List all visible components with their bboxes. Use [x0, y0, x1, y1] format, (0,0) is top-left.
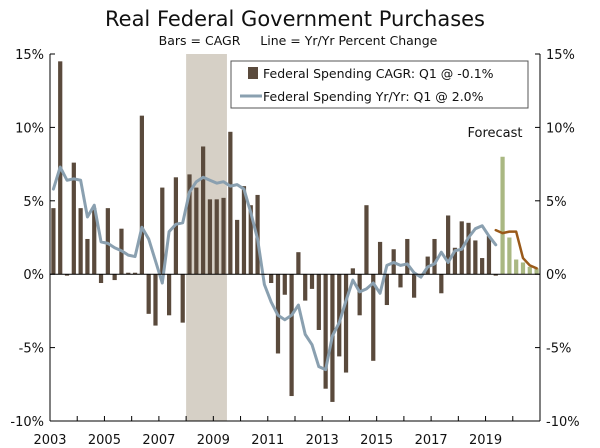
recession-band [186, 54, 227, 421]
bar [350, 268, 355, 275]
bar [527, 266, 532, 275]
bar [323, 274, 328, 389]
bar [241, 186, 247, 275]
bar [126, 272, 131, 275]
x-tick-label: 2005 [88, 433, 121, 448]
bar [486, 236, 492, 275]
bar [153, 274, 158, 326]
x-tick-label: 2007 [142, 433, 175, 448]
bar [316, 274, 321, 330]
bar [248, 205, 253, 275]
bar [269, 274, 274, 284]
bar [51, 208, 56, 275]
y-tick-label-right: -10% [546, 415, 580, 430]
bar [201, 146, 206, 275]
bar [282, 274, 287, 295]
bar [446, 215, 451, 275]
y-tick-label-left: 15% [15, 48, 44, 63]
legend-line-label: Federal Spending Yr/Yr: Q1 @ 2.0% [263, 89, 484, 104]
y-tick-label-left: 10% [15, 121, 44, 136]
bar [160, 187, 165, 275]
bar [71, 162, 76, 275]
bar [235, 219, 240, 275]
bar [357, 274, 362, 316]
bar [64, 274, 70, 276]
bar [371, 274, 376, 361]
forecast-line [494, 228, 538, 270]
bar [289, 274, 294, 397]
bar [520, 262, 526, 275]
x-tick-label: 2003 [33, 433, 66, 448]
bar [92, 208, 97, 275]
y-tick-label-left: -5% [19, 342, 44, 357]
bar [452, 247, 458, 275]
bar [343, 274, 349, 373]
bar [105, 208, 110, 275]
bar [296, 252, 301, 275]
y-tick-label-left: 0% [23, 268, 44, 283]
bar [466, 222, 471, 275]
forecast-label: Forecast [467, 126, 522, 141]
bar [377, 241, 383, 275]
bar [500, 156, 505, 275]
x-tick-label: 2019 [469, 433, 502, 448]
bar [473, 240, 478, 275]
bar [112, 274, 117, 281]
y-tick-label-left: 5% [23, 195, 44, 210]
bar [214, 199, 219, 275]
bar [187, 174, 192, 275]
bar [221, 197, 226, 275]
chart-title: Real Federal Government Purchases [105, 7, 485, 31]
bar [337, 274, 342, 357]
x-tick-label: 2017 [415, 433, 448, 448]
bar [139, 115, 144, 275]
bar [166, 274, 172, 316]
bar [480, 258, 485, 275]
y-tick-label-right: 0% [546, 268, 567, 283]
yoy-line [51, 165, 498, 372]
bar [85, 238, 90, 275]
bar [303, 274, 308, 301]
bar [514, 259, 519, 275]
bar [432, 238, 437, 275]
recession-shading [186, 54, 227, 421]
x-tick-label: 2009 [197, 433, 230, 448]
legend-bar-swatch [248, 67, 258, 79]
y-tick-label-right: -5% [546, 342, 571, 357]
bar [146, 274, 151, 314]
bar [439, 274, 444, 294]
y-tick-label-right: 15% [546, 48, 575, 63]
bar [384, 274, 389, 306]
bar [78, 208, 83, 275]
axes: 15% 15% 10% 10% 5% 5% 0% 0% -5% -5% -10% -10% 2003 20… [10, 48, 579, 448]
y-tick-label-right: 5% [546, 195, 567, 210]
legend-box [230, 60, 529, 109]
bar [132, 272, 138, 275]
bar-series [51, 61, 539, 402]
y-tick-label-left: -10% [10, 415, 44, 430]
bar [411, 274, 417, 298]
bar [493, 274, 498, 276]
bar [98, 274, 104, 284]
x-tick-label: 2013 [306, 433, 339, 448]
bar [228, 131, 233, 275]
x-tick-label: 2011 [251, 433, 284, 448]
y-tick-label-right: 10% [546, 121, 575, 136]
bar [398, 274, 403, 288]
bar [507, 237, 512, 275]
chart-subtitle: Bars = CAGR Line = Yr/Yr Percent Change [159, 33, 438, 48]
bar [194, 187, 199, 275]
bar [309, 274, 315, 289]
legend-bar-label: Federal Spending CAGR: Q1 @ -0.1% [263, 66, 494, 81]
x-tick-label: 2015 [360, 433, 393, 448]
bar [207, 199, 213, 275]
bar [364, 205, 369, 275]
bar [180, 274, 185, 323]
legend: Federal Spending CAGR: Q1 @ -0.1% Federa… [230, 60, 529, 109]
line-series [51, 165, 538, 372]
bar [534, 268, 539, 275]
bar [405, 238, 410, 275]
